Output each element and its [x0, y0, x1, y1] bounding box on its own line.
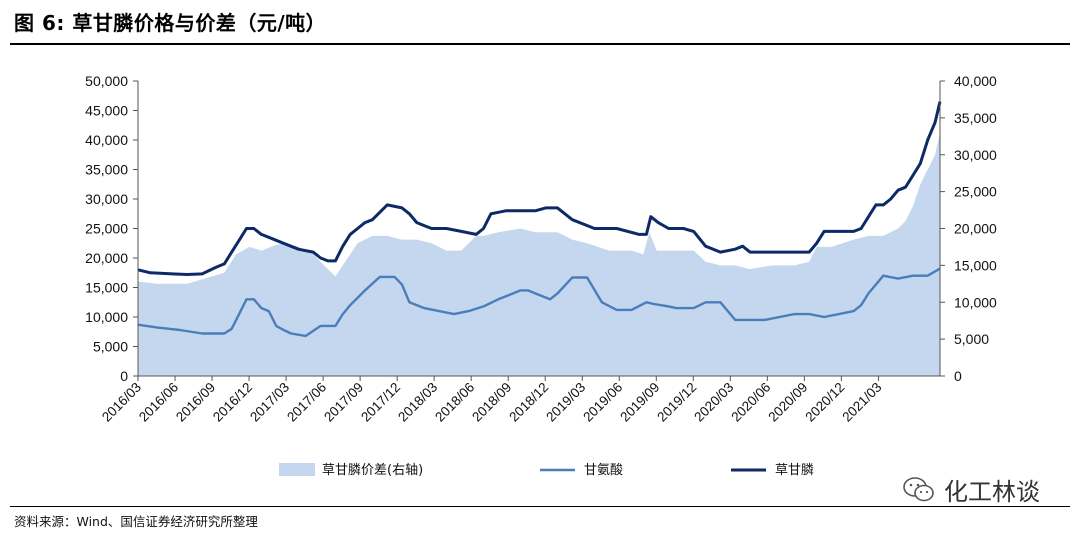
x-tick-label: 2017/09 — [321, 380, 366, 425]
wechat-icon — [903, 476, 934, 501]
legend: 草甘膦价差(右轴) 甘氨酸 草甘膦 — [279, 463, 814, 478]
x-tick-label: 2019/03 — [543, 380, 588, 425]
left-tick-label: 40,000 — [85, 132, 128, 148]
right-tick-label: 40,000 — [954, 73, 997, 89]
title-divider — [10, 43, 1070, 45]
right-tick-label: 20,000 — [954, 221, 997, 237]
x-tick-label: 2017/06 — [284, 380, 329, 425]
legend-swatch-spread — [279, 463, 315, 476]
left-tick-label: 25,000 — [85, 221, 128, 237]
right-tick-label: 15,000 — [954, 257, 997, 273]
legend-label-glyphosate: 草甘膦 — [775, 463, 814, 478]
x-tick-label: 2017/12 — [358, 380, 403, 425]
left-tick-label: 0 — [120, 368, 128, 384]
right-tick-label: 35,000 — [954, 110, 997, 126]
x-tick-label: 2016/06 — [136, 380, 181, 425]
left-tick-label: 50,000 — [85, 73, 128, 89]
left-tick-label: 10,000 — [85, 309, 128, 325]
x-tick-label: 2020/06 — [728, 380, 773, 425]
series-area-spread — [138, 132, 940, 376]
source-note: 资料来源：Wind、国信证券经济研究所整理 — [14, 514, 258, 529]
x-tick-label: 2018/12 — [506, 380, 551, 425]
x-tick-label: 2019/06 — [580, 380, 625, 425]
right-tick-label: 30,000 — [954, 147, 997, 163]
x-tick-label: 2020/12 — [802, 380, 847, 425]
series-line-glyphosate — [137, 101, 942, 276]
right-tick-label: 25,000 — [954, 184, 997, 200]
x-tick-label: 2016/03 — [99, 380, 144, 425]
x-tick-label: 2019/09 — [617, 380, 662, 425]
series-line-glycine — [137, 267, 941, 338]
x-tick-label: 2017/03 — [247, 380, 292, 425]
left-tick-label: 5,000 — [93, 339, 128, 355]
right-tick-label: 0 — [954, 368, 962, 384]
x-tick-label: 2021/03 — [839, 380, 884, 425]
x-tick-label: 2016/12 — [210, 380, 255, 425]
x-tick-label: 2018/09 — [469, 380, 514, 425]
right-tick-label: 10,000 — [954, 294, 997, 310]
right-tick-label: 5,000 — [954, 331, 989, 347]
watermark: 化工林谈 — [902, 472, 1040, 507]
legend-label-glycine: 甘氨酸 — [584, 463, 623, 478]
x-tick-label: 2018/06 — [432, 380, 477, 425]
legend-label-spread: 草甘膦价差(右轴) — [322, 463, 423, 478]
footer-divider — [10, 506, 1070, 507]
left-tick-label: 15,000 — [85, 280, 128, 296]
left-tick-label: 20,000 — [85, 250, 128, 266]
left-tick-label: 45,000 — [85, 103, 128, 119]
x-tick-label: 2020/09 — [765, 380, 810, 425]
x-tick-label: 2016/09 — [173, 380, 218, 425]
watermark-text: 化工林谈 — [944, 478, 1040, 506]
left-tick-label: 30,000 — [85, 191, 128, 207]
spread-area-layer — [138, 132, 940, 376]
page-title: 图 6: 草甘膦价格与价差（元/吨） — [14, 11, 327, 35]
x-tick-label: 2018/03 — [395, 380, 440, 425]
left-tick-label: 35,000 — [85, 162, 128, 178]
x-tick-label: 2019/12 — [654, 380, 699, 425]
x-tick-label: 2020/03 — [691, 380, 736, 425]
price-lines-layer — [137, 101, 942, 338]
